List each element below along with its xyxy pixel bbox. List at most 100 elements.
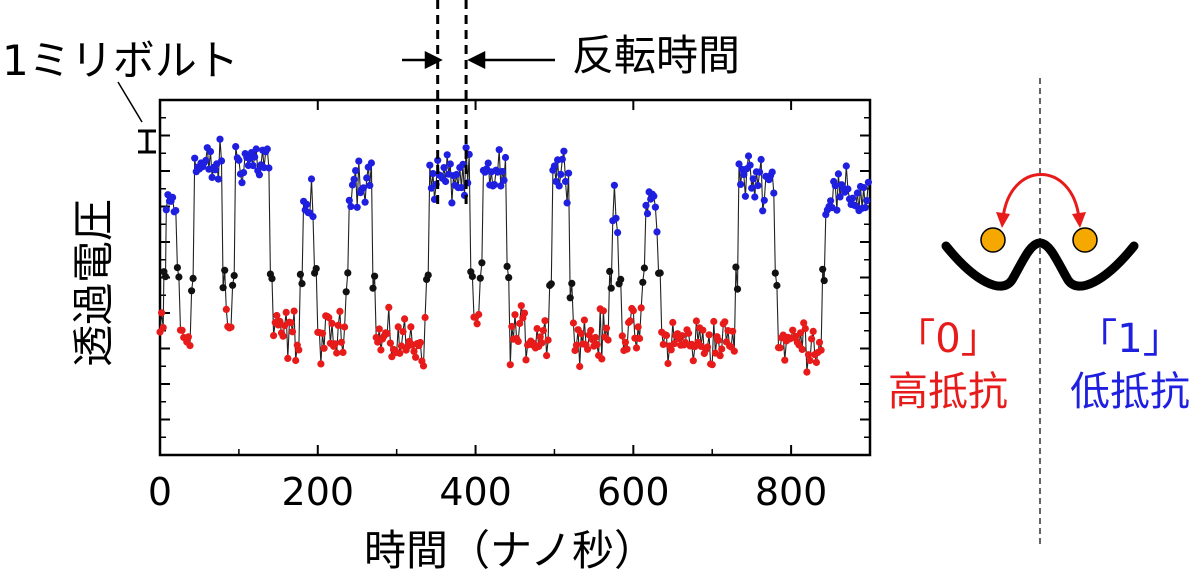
data-point-low — [599, 307, 608, 315]
data-point-mid — [371, 272, 379, 280]
data-point-mid — [369, 284, 377, 292]
data-point-mid — [640, 264, 649, 272]
data-point-mid — [424, 271, 432, 279]
data-point-high — [614, 229, 622, 237]
data-point-low — [178, 326, 186, 334]
data-point-high — [434, 156, 442, 164]
reversal-time-label: 反転時間 — [572, 31, 740, 80]
data-point-high — [352, 167, 360, 175]
data-point-mid — [547, 280, 555, 288]
data-point-low — [516, 319, 524, 328]
data-point-low — [797, 329, 805, 337]
data-point-low — [325, 314, 333, 322]
data-point-high — [238, 179, 246, 187]
data-point-high — [240, 169, 248, 177]
data-point-low — [812, 358, 821, 366]
data-point-mid — [607, 284, 615, 292]
data-point-low — [279, 332, 287, 340]
data-point-high — [563, 199, 571, 207]
data-point-high — [744, 152, 753, 160]
data-point-high — [309, 213, 317, 221]
data-point-high — [650, 192, 658, 200]
data-point-high — [490, 181, 499, 189]
data-point-high — [849, 194, 857, 202]
state1-bracket: 「1」 — [1077, 316, 1182, 362]
data-point-high — [208, 173, 216, 181]
data-point-low — [618, 332, 626, 340]
data-point-low — [730, 347, 738, 355]
data-point-low — [388, 353, 396, 361]
x-tick-label-200: 200 — [282, 470, 355, 514]
switching-arrowhead-left — [996, 212, 1010, 228]
data-point-high — [206, 148, 215, 156]
data-point-high — [561, 177, 570, 186]
data-point-mid — [298, 280, 306, 288]
data-point-low — [317, 360, 325, 368]
data-point-high — [642, 201, 650, 209]
data-point-mid — [175, 273, 183, 281]
data-point-mid — [505, 274, 513, 282]
data-point-mid — [468, 272, 476, 281]
data-point-low — [703, 343, 712, 351]
data-point-high — [347, 202, 355, 211]
data-point-high — [754, 182, 762, 190]
data-point-high — [429, 170, 437, 178]
data-point-low — [800, 319, 808, 327]
data-point-high — [836, 193, 844, 201]
data-point-low — [803, 368, 811, 376]
data-point-low — [421, 313, 429, 322]
x-tick-label-400: 400 — [439, 470, 512, 514]
data-point-high — [735, 160, 743, 168]
data-point-low — [377, 346, 385, 354]
data-point-low — [419, 362, 428, 370]
data-point-low — [473, 320, 481, 328]
data-point-low — [416, 338, 424, 347]
data-point-low — [710, 317, 718, 326]
data-point-mid — [820, 277, 828, 285]
data-point-high — [495, 146, 503, 154]
data-point-high — [443, 151, 451, 159]
data-point-low — [543, 352, 551, 360]
data-point-low — [511, 311, 519, 319]
data-point-high — [844, 185, 852, 193]
data-point-high — [749, 175, 757, 183]
data-point-low — [508, 322, 516, 331]
data-point-low — [336, 307, 344, 315]
data-point-low — [729, 327, 737, 335]
data-point-low — [569, 319, 578, 327]
switching-arrowhead-right — [1072, 212, 1086, 228]
data-point-mid — [268, 275, 276, 283]
data-point-high — [252, 145, 260, 153]
particle-right — [1072, 227, 1098, 253]
data-point-low — [667, 346, 675, 354]
data-point-low — [410, 347, 418, 355]
data-point-high — [211, 166, 219, 174]
data-point-low — [331, 340, 339, 348]
data-point-mid — [173, 264, 181, 272]
data-point-high — [350, 175, 358, 183]
data-point-low — [522, 356, 530, 364]
data-point-low — [506, 361, 514, 369]
data-point-high — [214, 175, 222, 183]
data-point-high — [448, 199, 456, 207]
data-point-low — [576, 362, 584, 371]
data-point-low — [539, 326, 548, 335]
data-point-mid — [478, 259, 486, 267]
data-point-high — [550, 162, 559, 170]
data-point-low — [536, 333, 544, 341]
data-point-high — [827, 197, 835, 205]
data-point-high — [426, 161, 434, 169]
data-point-low — [375, 325, 383, 333]
data-point-high — [363, 174, 371, 182]
data-point-low — [292, 356, 300, 365]
data-point-low — [776, 344, 784, 352]
scale-bar-label: 1ミリボルト — [2, 36, 239, 85]
data-point-low — [290, 307, 298, 315]
data-point-low — [637, 304, 645, 312]
data-point-low — [798, 345, 806, 353]
data-point-low — [708, 361, 716, 369]
data-point-low — [604, 336, 612, 344]
scale-bar-pointer — [117, 81, 143, 123]
data-point-high — [367, 159, 375, 167]
reversal-arrows — [402, 50, 555, 70]
